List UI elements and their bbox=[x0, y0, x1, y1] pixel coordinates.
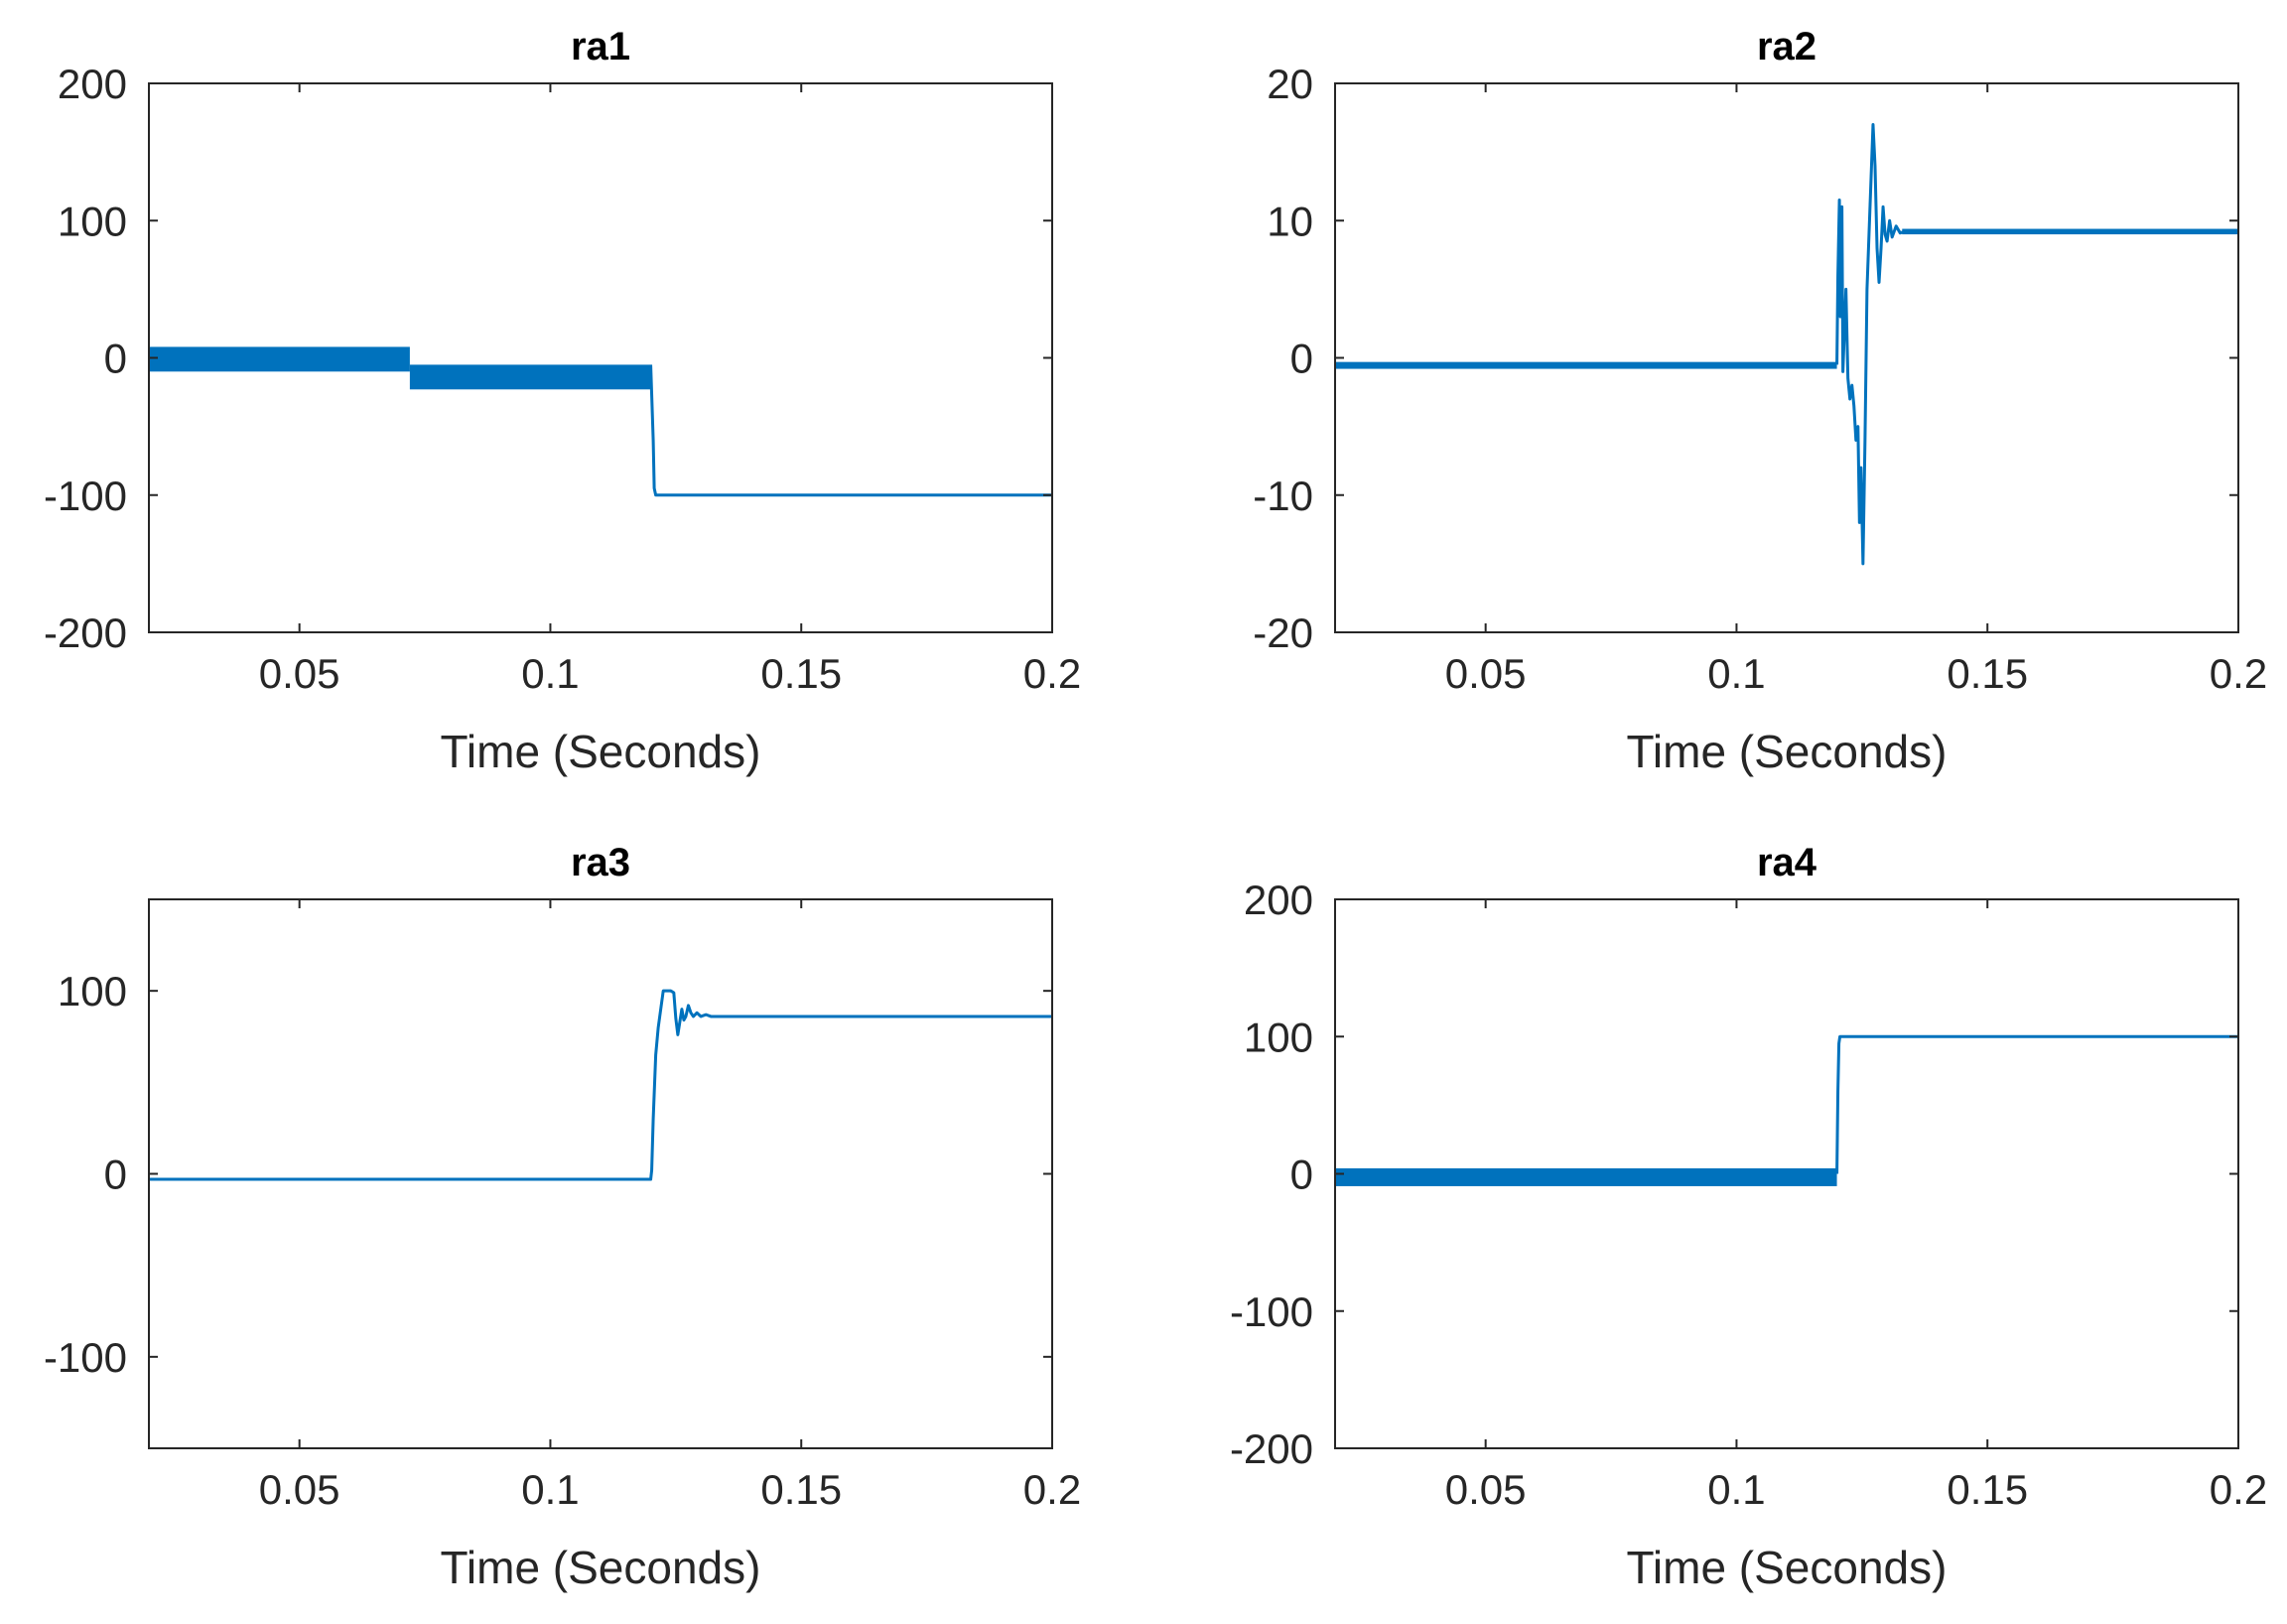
y-tick-label: -100 bbox=[1230, 1288, 1313, 1335]
x-tick-label: 0.05 bbox=[259, 650, 340, 697]
signal-band-2 bbox=[409, 364, 651, 390]
x-tick-label: 0.1 bbox=[1707, 650, 1765, 697]
x-tick-label: 0.2 bbox=[1023, 1466, 1081, 1513]
series-line-ra4 bbox=[1835, 1034, 2238, 1174]
y-tick-label: 100 bbox=[1244, 1014, 1313, 1060]
y-tick-label: -100 bbox=[44, 473, 127, 519]
x-tick-label: 0.05 bbox=[1445, 650, 1527, 697]
x-tick-label: 0.2 bbox=[2210, 1466, 2267, 1513]
signal-band-1 bbox=[1335, 1167, 1837, 1186]
subplot-ra4: 0.05 0.1 0.15 0.2 200 100 0 -100 -200 ra4 Time (Se… bbox=[1230, 841, 2267, 1593]
x-axis-label: Time (Seconds) bbox=[441, 1542, 761, 1593]
series-line-ra2 bbox=[1835, 122, 2238, 566]
x-tick-label: 0.15 bbox=[760, 1466, 842, 1513]
chart-title: ra2 bbox=[1757, 25, 1816, 68]
y-tick-label: -200 bbox=[44, 609, 127, 656]
series-line-ra3 bbox=[149, 989, 1052, 1181]
x-tick-label: 0.1 bbox=[521, 1466, 579, 1513]
x-axis-label: Time (Seconds) bbox=[1627, 1542, 1948, 1593]
x-tick-label: 0.2 bbox=[1023, 650, 1081, 697]
y-tick-label: -100 bbox=[44, 1334, 127, 1381]
plot-data bbox=[149, 989, 1052, 1181]
y-tick-label: 10 bbox=[1267, 198, 1313, 244]
x-tick-label: 0.1 bbox=[521, 650, 579, 697]
y-tick-label: -20 bbox=[1253, 609, 1313, 656]
y-tick-label: 200 bbox=[58, 61, 127, 107]
x-tick-label: 0.05 bbox=[259, 1466, 340, 1513]
x-axis-label: Time (Seconds) bbox=[441, 726, 761, 777]
plot-data bbox=[149, 346, 1052, 497]
chart-title: ra1 bbox=[571, 25, 630, 68]
series-line-ra1 bbox=[649, 364, 1052, 497]
y-tick-label: -200 bbox=[1230, 1425, 1313, 1472]
y-tick-label: 200 bbox=[1244, 877, 1313, 923]
x-tick-label: 0.2 bbox=[2210, 650, 2267, 697]
chart-title: ra4 bbox=[1757, 841, 1817, 884]
plot-area bbox=[1335, 83, 2238, 632]
subplot-ra3: 0.05 0.1 0.15 0.2 100 0 -100 ra3 Time (Seconds) bbox=[44, 841, 1081, 1593]
y-tick-label: 20 bbox=[1267, 61, 1313, 107]
subplot-ra2: 0.05 0.1 0.15 0.2 20 10 0 -10 -20 ra2 Time (Second… bbox=[1253, 25, 2267, 777]
plot-data bbox=[1335, 122, 2238, 566]
y-tick-label: 100 bbox=[58, 198, 127, 244]
y-tick-label: 0 bbox=[1290, 1151, 1313, 1198]
signal-band-1 bbox=[149, 346, 410, 372]
plot-data bbox=[1335, 1034, 2238, 1186]
y-tick-label: 0 bbox=[1290, 336, 1313, 382]
subplot-ra1: 0.05 0.1 0.15 0.2 200 100 0 -100 -200 ra1 Time (Se… bbox=[44, 25, 1081, 777]
plot-area bbox=[149, 899, 1052, 1448]
x-tick-label: 0.15 bbox=[1947, 1466, 2028, 1513]
y-tick-label: 100 bbox=[58, 968, 127, 1015]
chart-title: ra3 bbox=[571, 841, 630, 884]
x-tick-label: 0.15 bbox=[1947, 650, 2028, 697]
signal-band-1 bbox=[1335, 361, 1837, 369]
y-tick-label: 0 bbox=[104, 1151, 127, 1198]
y-tick-label: -10 bbox=[1253, 473, 1313, 519]
x-tick-label: 0.15 bbox=[760, 650, 842, 697]
y-tick-label: 0 bbox=[104, 336, 127, 382]
x-tick-label: 0.05 bbox=[1445, 1466, 1527, 1513]
x-axis-label: Time (Seconds) bbox=[1627, 726, 1948, 777]
x-tick-label: 0.1 bbox=[1707, 1466, 1765, 1513]
